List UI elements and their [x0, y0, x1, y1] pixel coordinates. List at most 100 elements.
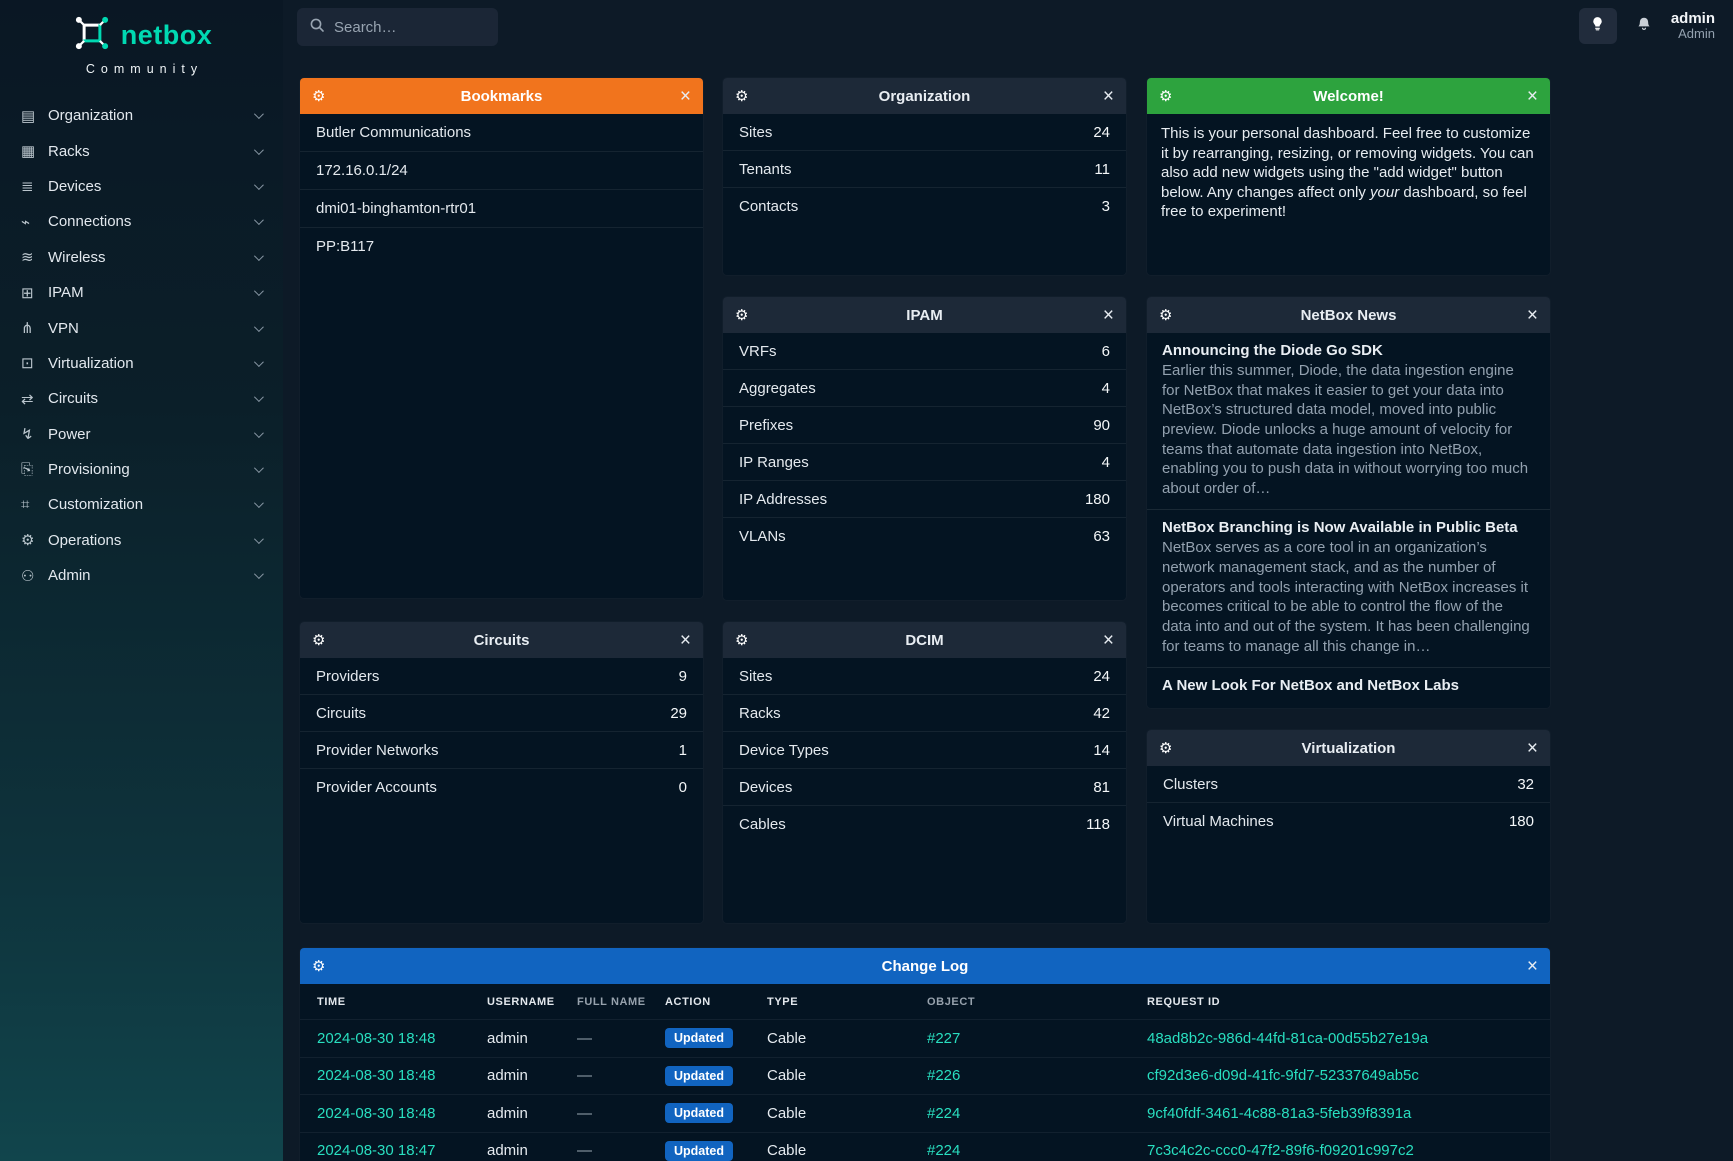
- sidebar-item-wireless[interactable]: ≋ Wireless: [0, 240, 283, 275]
- brand-subtitle: Community: [85, 62, 204, 76]
- widget-ipam: ⚙ IPAM × VRFs 6 Aggregates 4 Prefixes 90…: [723, 297, 1126, 600]
- close-icon[interactable]: ×: [1526, 955, 1538, 977]
- object-link[interactable]: #224: [927, 1142, 961, 1160]
- search-icon: [309, 17, 325, 38]
- sidebar-item-ipam[interactable]: ⊞ IPAM: [0, 275, 283, 310]
- stat-row: Contacts 3: [723, 187, 1126, 224]
- sidebar: netbox Community ▤ Organization ▦ Racks …: [0, 0, 283, 1161]
- widget-config-icon[interactable]: ⚙: [735, 88, 749, 105]
- stat-row: Prefixes 90: [723, 406, 1126, 443]
- widget-title: Change Log: [881, 957, 969, 975]
- admin-icon: ⚇: [21, 567, 35, 585]
- stat-row: Provider Accounts 0: [300, 768, 703, 805]
- request-id-link[interactable]: 7c3c4c2c-ccc0-47f2-89f6-f09201c997c2: [1147, 1142, 1414, 1160]
- request-id-link[interactable]: cf92d3e6-d09d-41fc-9fd7-52337649ab5c: [1147, 1067, 1419, 1085]
- close-icon[interactable]: ×: [1526, 304, 1538, 326]
- stat-row: VRFs 6: [739, 342, 1110, 360]
- action-badge: Updated: [665, 1065, 733, 1086]
- column-header-type[interactable]: TYPE: [767, 995, 799, 1008]
- power-icon: ↯: [21, 426, 34, 444]
- widget-config-icon[interactable]: ⚙: [1159, 740, 1173, 757]
- sidebar-item-vpn[interactable]: ⋔ VPN: [0, 310, 283, 345]
- sidebar-item-provisioning[interactable]: ⎘ Provisioning: [0, 452, 283, 487]
- bookmark-link[interactable]: PP:B117: [300, 227, 703, 265]
- sidebar-item-racks[interactable]: ▦ Racks: [0, 133, 283, 168]
- close-icon[interactable]: ×: [1102, 629, 1114, 651]
- lightbulb-icon: [1589, 15, 1606, 37]
- sidebar-item-connections[interactable]: ⌁ Connections: [0, 204, 283, 239]
- sidebar-item-customization[interactable]: ⌗ Customization: [0, 487, 283, 522]
- ipam-icon: ⊞: [21, 284, 34, 302]
- widget-config-icon[interactable]: ⚙: [1159, 307, 1173, 324]
- sidebar-item-power[interactable]: ↯ Power: [0, 417, 283, 452]
- widget-bookmarks: ⚙ Bookmarks × Butler Communications 172.…: [300, 78, 703, 598]
- widget-title: DCIM: [905, 631, 944, 649]
- widget-config-icon[interactable]: ⚙: [735, 632, 749, 649]
- stat-row: Providers 9: [316, 667, 687, 685]
- change-time-link[interactable]: 2024-08-30 18:48: [317, 1029, 436, 1047]
- stat-row: Provider Networks 1: [300, 731, 703, 768]
- topbar: admin Admin: [283, 0, 1733, 55]
- stat-row: Sites 24: [739, 123, 1110, 141]
- sidebar-item-devices[interactable]: ≣ Devices: [0, 169, 283, 204]
- close-icon[interactable]: ×: [1526, 737, 1538, 759]
- stat-row: Tenants 11: [723, 150, 1126, 187]
- widget-config-icon[interactable]: ⚙: [1159, 88, 1173, 105]
- request-id-link[interactable]: 48ad8b2c-986d-44fd-81ca-00d55b27e19a: [1147, 1029, 1429, 1047]
- theme-toggle-button[interactable]: [1578, 8, 1617, 44]
- close-icon[interactable]: ×: [1526, 85, 1538, 107]
- sidebar-item-virtualization[interactable]: ⊡ Virtualization: [0, 346, 283, 381]
- widget-title: Welcome!: [1313, 87, 1384, 105]
- close-icon[interactable]: ×: [679, 629, 691, 651]
- sidebar-item-circuits[interactable]: ⇄ Circuits: [0, 381, 283, 416]
- change-time-link[interactable]: 2024-08-30 18:47: [317, 1142, 436, 1160]
- object-link[interactable]: #224: [927, 1104, 961, 1122]
- bookmark-link[interactable]: 172.16.0.1/24: [300, 151, 703, 189]
- column-header-request-id[interactable]: REQUEST ID: [1147, 995, 1221, 1008]
- widget-netbox-news: ⚙ NetBox News × Announcing the Diode Go …: [1147, 297, 1550, 708]
- request-id-link[interactable]: 9cf40fdf-3461-4c88-81a3-5feb39f8391a: [1147, 1104, 1412, 1122]
- sidebar-item-operations[interactable]: ⚙ Operations: [0, 523, 283, 558]
- sidebar-item-admin[interactable]: ⚇ Admin: [0, 558, 283, 593]
- welcome-text: This is your personal dashboard. Feel fr…: [1161, 125, 1534, 220]
- search-box[interactable]: [297, 8, 498, 46]
- widget-organization: ⚙ Organization × Sites 24 Tenants 11 Con…: [723, 78, 1126, 275]
- stat-row: Virtual Machines 180: [1147, 802, 1550, 839]
- chevron-down-icon: [253, 427, 264, 438]
- user-menu[interactable]: admin Admin: [1671, 10, 1715, 42]
- widget-config-icon[interactable]: ⚙: [312, 958, 326, 975]
- change-time-link[interactable]: 2024-08-30 18:48: [317, 1067, 436, 1085]
- chevron-down-icon: [253, 215, 264, 226]
- close-icon[interactable]: ×: [1102, 85, 1114, 107]
- object-link[interactable]: #226: [927, 1067, 961, 1085]
- bookmark-link[interactable]: dmi01-binghamton-rtr01: [300, 189, 703, 227]
- widget-config-icon[interactable]: ⚙: [735, 307, 749, 324]
- widget-config-icon[interactable]: ⚙: [312, 88, 326, 105]
- notifications-button[interactable]: [1629, 8, 1659, 44]
- widget-title: Circuits: [473, 631, 530, 649]
- changelog-row: 2024-08-30 18:48 admin — Updated Cable #…: [300, 1019, 1550, 1057]
- widget-title: Virtualization: [1301, 739, 1396, 757]
- sidebar-item-organization[interactable]: ▤ Organization: [0, 98, 283, 133]
- column-header-action[interactable]: ACTION: [665, 995, 711, 1008]
- column-header-object: OBJECT: [927, 995, 976, 1008]
- close-icon[interactable]: ×: [1102, 304, 1114, 326]
- widget-config-icon[interactable]: ⚙: [312, 632, 326, 649]
- vpn-icon: ⋔: [21, 320, 34, 338]
- chevron-down-icon: [253, 109, 264, 120]
- column-header-username[interactable]: USERNAME: [487, 995, 555, 1008]
- close-icon[interactable]: ×: [679, 85, 691, 107]
- bookmark-link[interactable]: Butler Communications: [316, 124, 472, 141]
- chevron-down-icon: [253, 286, 264, 297]
- circuits-icon: ⇄: [21, 390, 34, 408]
- change-time-link[interactable]: 2024-08-30 18:48: [317, 1104, 436, 1122]
- search-input[interactable]: [334, 18, 474, 36]
- wireless-icon: ≋: [21, 249, 34, 267]
- stat-row: Devices 81: [723, 768, 1126, 805]
- brand[interactable]: netbox Community: [0, 0, 283, 82]
- object-link[interactable]: #227: [927, 1029, 961, 1047]
- column-header-time[interactable]: TIME: [317, 995, 346, 1008]
- changelog-row: 2024-08-30 18:48 admin — Updated Cable #…: [300, 1094, 1550, 1132]
- widget-circuits: ⚙ Circuits × Providers 9 Circuits 29 Pro…: [300, 622, 703, 923]
- chevron-down-icon: [253, 321, 264, 332]
